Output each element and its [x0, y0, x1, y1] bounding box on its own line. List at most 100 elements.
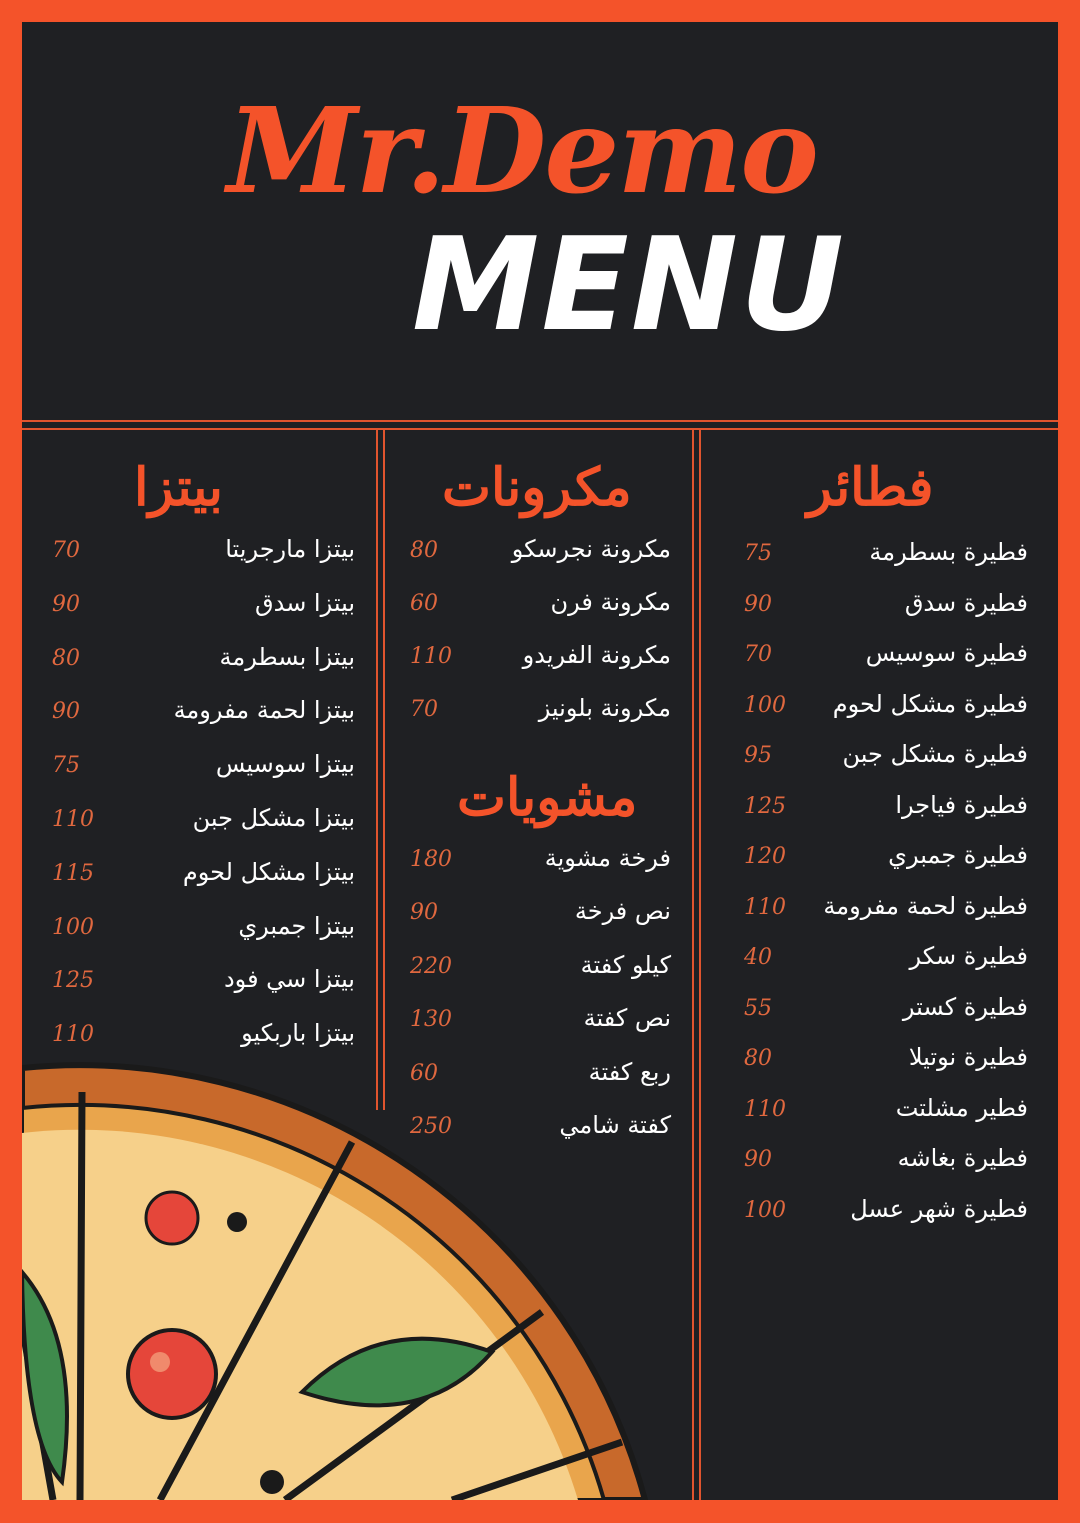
section-title-pasta: مكرونات — [442, 457, 632, 518]
menu-item-pizza: بيتزا باربكيو 110 — [52, 1013, 355, 1053]
item-price: 100 — [744, 1197, 786, 1223]
item-name: كفتة شامي — [559, 1111, 671, 1139]
item-price: 80 — [744, 1046, 772, 1071]
brand-title: Mr.Demo — [227, 81, 819, 220]
menu-item-pizza: بيتزا سدق 90 — [52, 583, 355, 623]
pepperoni — [144, 1190, 200, 1246]
item-price: 90 — [410, 900, 438, 926]
menu-item-pizza: بيتزا مشكل جبن 110 — [52, 798, 355, 838]
menu-item-fatayer: فطيرة جمبري 120 — [744, 835, 1028, 875]
item-price: 110 — [52, 1022, 94, 1048]
item-price: 180 — [410, 847, 452, 872]
item-name: فطيرة لحمة مفرومة — [823, 891, 1028, 920]
menu-item-grills: فرخة مشوية 180 — [410, 838, 671, 878]
menu-item-pizza: بيتزا سوسيس 75 — [52, 744, 355, 784]
menu-item-fatayer: فطيرة سكر 40 — [744, 936, 1028, 976]
item-name: بيتزا جمبري — [238, 911, 355, 940]
item-price: 100 — [744, 692, 786, 718]
item-price: 80 — [52, 645, 80, 671]
item-name: كيلو كفتة — [580, 950, 671, 979]
item-name: بيتزا سدق — [254, 588, 355, 617]
item-name: بيتزا بسطرمة — [219, 642, 355, 671]
item-name: فطيرة كستر — [902, 992, 1028, 1021]
menu-item-fatayer: فطيرة شهر عسل 100 — [744, 1189, 1028, 1229]
item-name: فطيرة فياجرا — [895, 790, 1028, 819]
menu-item-fatayer: فطيرة نوتيلا 80 — [744, 1037, 1028, 1077]
item-price: 95 — [744, 743, 772, 768]
item-name: فطيرة مشكل جبن — [842, 740, 1028, 768]
menu-item-pasta: مكرونة نجرسكو 80 — [410, 529, 671, 569]
section-title-fatayer: فطائر — [807, 457, 934, 518]
item-price: 125 — [52, 968, 94, 994]
olive — [227, 1212, 247, 1232]
item-price: 110 — [744, 894, 786, 920]
menu-item-grills: نص فرخة 90 — [410, 891, 671, 931]
item-price: 220 — [410, 953, 452, 979]
pepperoni-highlight — [150, 1352, 170, 1372]
menu-item-pizza: بيتزا سي فود 125 — [52, 959, 355, 999]
item-name: بيتزا سي فود — [223, 965, 355, 994]
basil-leaf — [298, 1336, 496, 1408]
olive — [260, 1470, 284, 1494]
item-price: 70 — [744, 642, 772, 667]
section-title-pizza: بيتزا — [134, 457, 223, 518]
item-name: فطيرة سوسيس — [865, 639, 1028, 667]
item-name: فطيرة شهر عسل — [850, 1194, 1028, 1223]
item-name: مكرونة نجرسكو — [511, 535, 671, 563]
menu-item-fatayer: فطيرة لحمة مفرومة 110 — [744, 886, 1028, 926]
divider — [692, 430, 694, 1500]
item-name: مكرونة فرن — [550, 588, 671, 616]
item-name: بيتزا مشكل لحوم — [182, 857, 355, 886]
pepperoni — [126, 1328, 218, 1420]
item-name: نص كفتة — [583, 1004, 671, 1033]
item-name: بيتزا مشكل جبن — [192, 804, 355, 832]
item-name: فطيرة جمبري — [888, 841, 1028, 869]
item-name: فطيرة مشكل لحوم — [832, 689, 1028, 718]
item-price: 250 — [410, 1114, 452, 1139]
menu-item-grills: نص كفتة 130 — [410, 998, 671, 1038]
item-price: 90 — [52, 591, 80, 617]
item-name: بيتزا مارجريتا — [225, 535, 355, 563]
item-price: 90 — [744, 1147, 772, 1172]
divider — [376, 430, 378, 1110]
pizza-illustration — [22, 1062, 649, 1500]
item-name: ربع كفتة — [588, 1057, 671, 1086]
item-price: 110 — [52, 807, 94, 832]
item-name: بيتزا سوسيس — [215, 750, 355, 779]
item-name: فطير مشلتت — [895, 1093, 1028, 1122]
menu-item-fatayer: فطيرة فياجرا 125 — [744, 785, 1028, 825]
item-price: 90 — [52, 699, 80, 725]
item-name: نص فرخة — [574, 897, 671, 926]
menu-item-fatayer: فطيرة كستر 55 — [744, 987, 1028, 1027]
basil-leaf — [22, 1268, 69, 1487]
item-price: 115 — [52, 860, 94, 886]
item-name: فطيرة سدق — [904, 588, 1028, 617]
item-price: 110 — [410, 644, 452, 669]
menu-panel: Mr.Demo MENU بيتزا مكرونات مشويات فطائر … — [22, 22, 1058, 1500]
item-price: 60 — [410, 1060, 438, 1086]
menu-item-pizza: بيتزا لحمة مفرومة 90 — [52, 690, 355, 730]
menu-item-fatayer: فطيرة مشكل جبن 95 — [744, 734, 1028, 774]
menu-item-grills: ربع كفتة 60 — [410, 1052, 671, 1092]
item-name: مكرونة الفريدو — [522, 641, 671, 669]
item-price: 100 — [52, 914, 94, 940]
divider — [22, 420, 1058, 422]
menu-item-pizza: بيتزا بسطرمة 80 — [52, 637, 355, 677]
menu-item-pizza: بيتزا مشكل لحوم 115 — [52, 852, 355, 892]
menu-item-pasta: مكرونة الفريدو 110 — [410, 635, 671, 675]
menu-item-grills: كفتة شامي 250 — [410, 1105, 671, 1145]
item-name: فطيرة بسطرمة — [869, 538, 1028, 566]
item-price: 130 — [410, 1007, 452, 1033]
menu-item-pasta: مكرونة بلونيز 70 — [410, 688, 671, 728]
item-price: 60 — [410, 591, 438, 616]
menu-title: MENU — [412, 211, 846, 360]
item-price: 75 — [52, 753, 80, 779]
item-name: فطيرة بغاشه — [897, 1144, 1028, 1172]
divider — [699, 430, 701, 1500]
item-price: 70 — [52, 538, 80, 563]
section-title-grills: مشويات — [457, 767, 638, 828]
item-name: بيتزا باربكيو — [241, 1019, 355, 1048]
item-price: 40 — [744, 945, 772, 970]
item-price: 110 — [744, 1096, 786, 1122]
item-name: فطيرة نوتيلا — [908, 1043, 1028, 1071]
